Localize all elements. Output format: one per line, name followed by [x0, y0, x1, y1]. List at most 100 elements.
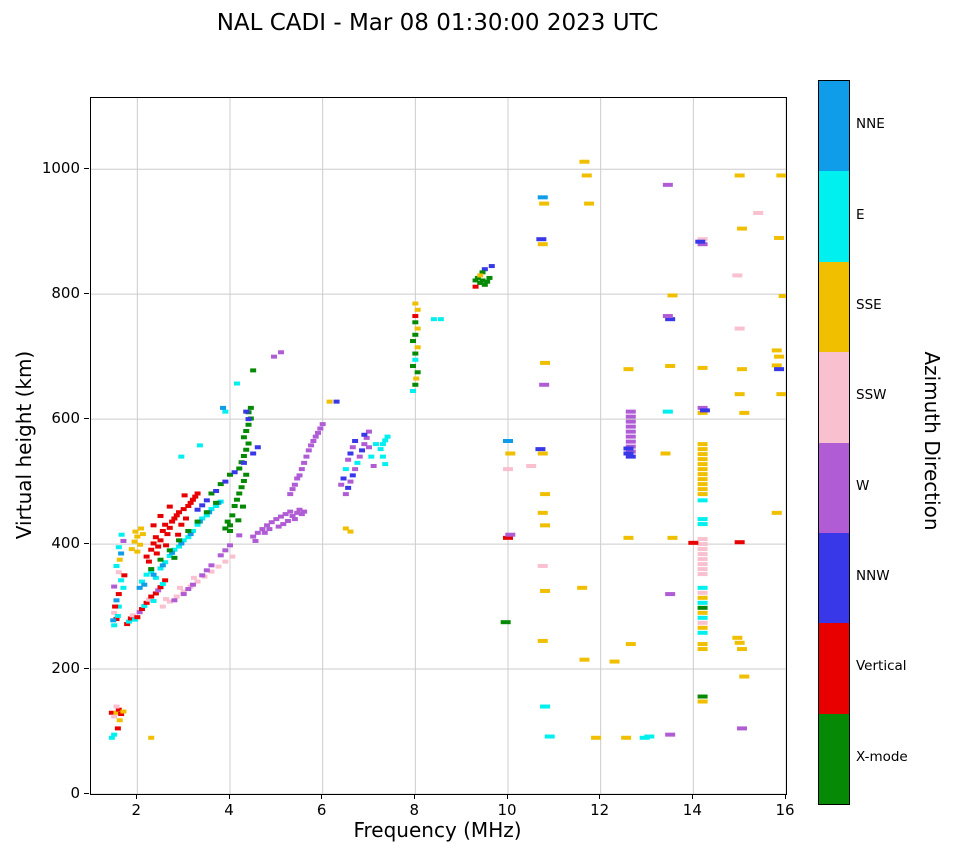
echo-point [732, 635, 743, 640]
echo-point [162, 560, 169, 565]
echo-point [152, 591, 159, 596]
echo-point [479, 278, 486, 283]
x-axis-label: Frequency (MHz) [353, 818, 522, 842]
x-tick-mark [599, 794, 601, 799]
echo-point [372, 442, 379, 447]
echo-point [579, 657, 590, 662]
echo-point [259, 527, 266, 532]
echo-point [268, 520, 275, 525]
echo-point [774, 367, 785, 372]
echo-point [115, 604, 122, 609]
chart-title: NAL CADI - Mar 08 01:30:00 2023 UTC [216, 10, 659, 36]
echo-point [412, 382, 419, 387]
echo-point [175, 532, 182, 537]
echo-point [697, 237, 708, 242]
echo-point [222, 559, 229, 564]
echo-point [326, 399, 333, 404]
echo-point [363, 435, 370, 440]
echo-point [484, 279, 491, 284]
echo-point [544, 734, 555, 739]
echo-point [152, 575, 159, 580]
colorbar-segment-ssw [819, 352, 849, 443]
echo-point [697, 562, 708, 567]
colorbar-title: Azimuth Direction [920, 351, 944, 531]
x-tick-label: 8 [409, 801, 420, 819]
colorbar-segment-sse [819, 261, 849, 353]
echo-point [134, 615, 141, 620]
echo-point [236, 533, 243, 538]
echo-point [115, 570, 122, 575]
colorbar-segment-nne [819, 81, 849, 172]
echo-point [185, 528, 192, 533]
echo-point [215, 564, 222, 569]
echo-point [315, 430, 322, 435]
echo-point [584, 201, 595, 206]
echo-point [352, 467, 359, 472]
echo-point [500, 620, 511, 625]
echo-point [368, 454, 375, 459]
echo-point [141, 603, 148, 608]
echo-point [171, 547, 178, 552]
echo-point [734, 173, 745, 178]
echo-point [148, 547, 155, 552]
echo-point [379, 454, 386, 459]
echo-point [159, 582, 166, 587]
echo-point [163, 543, 170, 548]
colorbar-segment-vertical [819, 623, 849, 714]
x-tick-label: 2 [131, 801, 142, 819]
echo-point [625, 424, 636, 429]
echo-point [227, 523, 233, 528]
echo-point [697, 405, 708, 410]
echo-point [157, 585, 164, 590]
echo-point [162, 522, 169, 527]
echo-point [410, 364, 417, 369]
echo-point [665, 592, 676, 597]
y-tick-label: 400 [51, 534, 80, 553]
echo-point [187, 500, 194, 505]
y-tick-label: 0 [70, 784, 80, 802]
echo-point [734, 392, 745, 397]
echo-point [625, 414, 636, 419]
echo-point [250, 451, 257, 456]
echo-point [145, 597, 152, 602]
echo-point [697, 365, 708, 370]
echo-point [298, 467, 305, 472]
echo-point [108, 735, 115, 740]
echo-point [224, 519, 231, 524]
echo-point [474, 275, 481, 280]
echo-point [697, 552, 708, 557]
echo-point [665, 317, 676, 322]
echo-point [345, 457, 352, 462]
echo-point [736, 647, 747, 652]
echo-point [173, 594, 180, 599]
echo-point [662, 409, 673, 414]
echo-point [697, 630, 708, 635]
echo-point [625, 409, 636, 414]
echo-point [114, 726, 121, 731]
echo-point [488, 264, 495, 269]
echo-point [203, 510, 210, 515]
echo-point [697, 590, 708, 595]
echo-point [166, 504, 173, 509]
y-axis-label: Virtual height (km) [12, 350, 36, 540]
echo-point [697, 572, 708, 577]
echo-point [356, 454, 363, 459]
echo-point [361, 432, 368, 437]
echo-point [697, 517, 708, 522]
echo-point [243, 447, 250, 452]
echo-point [139, 532, 146, 537]
echo-point [625, 429, 636, 434]
echo-point [697, 492, 708, 497]
colorbar-category-label: SSW [856, 387, 887, 404]
echo-point [771, 348, 782, 353]
echo-point [736, 726, 747, 731]
echo-point [481, 267, 488, 272]
echo-point [537, 451, 548, 456]
echo-point [143, 572, 150, 577]
echo-point [116, 718, 123, 723]
echo-point [479, 270, 486, 275]
echo-point [660, 451, 671, 456]
colorbar-category-label: X-mode [856, 748, 908, 765]
echo-point [623, 535, 634, 540]
echo-point [171, 598, 178, 603]
